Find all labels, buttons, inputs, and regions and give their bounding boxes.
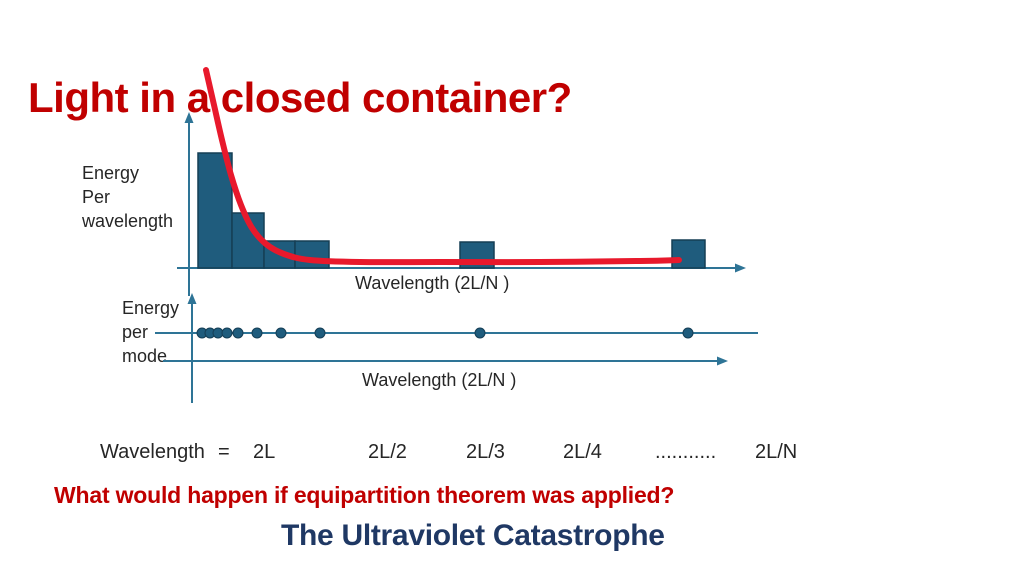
chart1-y-axis-label-line: Energy bbox=[82, 163, 140, 183]
histogram-bars bbox=[197, 152, 706, 269]
energy-bar bbox=[263, 240, 296, 269]
energy-bar bbox=[671, 239, 706, 269]
mode-dot bbox=[232, 327, 244, 339]
mode-dot bbox=[474, 327, 486, 339]
mode-dot bbox=[275, 327, 287, 339]
wavelength-value: 2L/4 bbox=[563, 441, 602, 463]
mode-dot bbox=[212, 327, 224, 339]
wavelength-value: 2L bbox=[253, 441, 276, 463]
chart2-y-axis-label-line: per bbox=[122, 322, 149, 342]
chart2-y-axis-arrow-icon bbox=[187, 293, 197, 304]
chart2-y-axis-label-line: Energy bbox=[122, 298, 180, 318]
mode-dot bbox=[682, 327, 694, 339]
ultraviolet-catastrophe-caption: The Ultraviolet Catastrophe bbox=[281, 519, 665, 552]
wavelength-row-label: Wavelength bbox=[100, 441, 205, 463]
chart2-x-axis-arrow-icon bbox=[717, 356, 728, 366]
chart1-y-axis-label-line: Per bbox=[82, 187, 111, 207]
wavelength-ellipsis: ........... bbox=[655, 441, 717, 463]
chart2-x-axis-label: Wavelength (2L/N ) bbox=[362, 370, 517, 390]
chart1-x-axis-arrow-icon bbox=[735, 263, 746, 273]
wavelength-value: 2L/2 bbox=[368, 441, 407, 463]
wavelength-equals-sign: = bbox=[218, 441, 230, 463]
energy-bar bbox=[459, 241, 495, 269]
wavelength-value: 2L/3 bbox=[466, 441, 505, 463]
chart1-y-axis-label-line: wavelength bbox=[82, 211, 174, 231]
energy-bar bbox=[197, 152, 233, 269]
mode-dot bbox=[204, 327, 216, 339]
equipartition-question: What would happen if equipartition theor… bbox=[54, 482, 675, 508]
mode-dot bbox=[251, 327, 263, 339]
chart1-x-axis-label: Wavelength (2L/N ) bbox=[355, 273, 510, 293]
mode-dots bbox=[196, 327, 694, 339]
chart2-y-axis-label-line: mode bbox=[122, 346, 168, 366]
chart1-y-axis-label: Energy Per wavelength bbox=[82, 161, 173, 233]
mode-dot bbox=[196, 327, 208, 339]
mode-dot bbox=[221, 327, 233, 339]
wavelength-value: 2L/N bbox=[755, 441, 798, 463]
mode-dot bbox=[314, 327, 326, 339]
slide-title: Light in a closed container? bbox=[28, 74, 572, 122]
chart2-y-axis-label: Energy per mode bbox=[122, 296, 179, 368]
energy-bar bbox=[231, 212, 265, 269]
energy-bar bbox=[294, 240, 330, 269]
